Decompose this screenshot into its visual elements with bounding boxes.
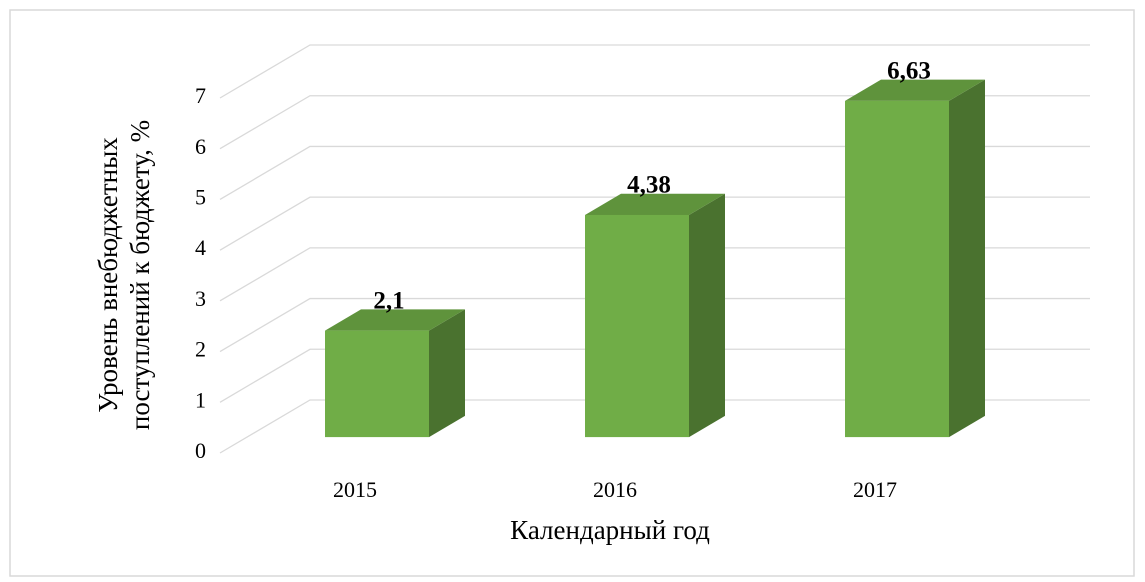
x-tick-label: 2017 [853,477,897,502]
bar-side [949,79,985,438]
grid-line [219,95,1090,150]
y-axis-title-line: Уровень внебюджетных [93,137,123,413]
y-tick-label: 7 [195,83,206,108]
y-axis-title-line: поступлений к бюджету, % [125,120,155,430]
bar [845,100,949,438]
y-axis-title: Уровень внебюджетных поступлений к бюдже… [93,120,155,430]
x-axis-title: Календарный год [510,515,710,545]
grid-line [219,399,1090,454]
x-tick-label: 2016 [593,477,637,502]
y-tick-label: 1 [195,387,206,412]
grid-line [219,348,1090,403]
y-tick-label: 0 [195,438,206,463]
bar-side [689,193,725,438]
value-label: 2,1 [373,287,404,314]
x-tick-label: 2015 [333,477,377,502]
y-tick-label: 5 [195,184,206,209]
value-label: 6,63 [887,58,931,85]
bar-side [429,309,465,438]
y-tick-label: 2 [195,337,206,362]
value-label: 4,38 [627,172,671,199]
grid-line [219,145,1090,200]
bar-top [325,309,465,331]
bar [325,330,429,438]
y-tick-label: 3 [195,286,206,311]
grid-line [219,196,1090,251]
y-tick-label: 6 [195,134,206,159]
grid-line [219,44,1090,99]
bar-top [585,193,725,215]
bar-top [845,79,985,101]
y-tick-label: 4 [195,235,206,260]
grid-line [219,247,1090,302]
grid-line [219,297,1090,353]
bar [585,214,689,438]
